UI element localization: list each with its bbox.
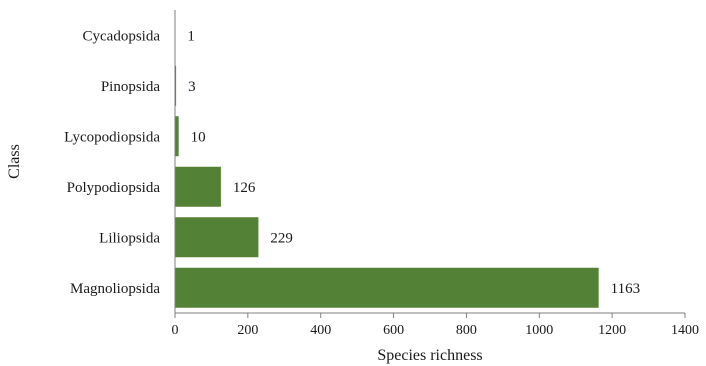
y-axis-title: Class: [6, 144, 23, 179]
bars: [175, 15, 599, 308]
bar: [175, 166, 221, 207]
x-tick-label: 1400: [671, 323, 699, 338]
bar: [175, 116, 179, 157]
y-axis-category-labels: Cycadopsida Pinopsida Lycopodiopsida Polypo…: [64, 28, 160, 297]
axes: [174, 10, 685, 314]
bar: [175, 65, 177, 106]
value-label: 229: [270, 230, 293, 246]
x-tick-label: 0: [172, 323, 179, 338]
category-label: Cycadopsida: [83, 28, 161, 44]
x-tick-label: 1000: [525, 323, 553, 338]
value-label: 10: [191, 129, 206, 145]
category-label: Polypodiopsida: [67, 180, 161, 196]
x-tick-label: 1200: [598, 323, 626, 338]
bar: [175, 267, 599, 308]
value-label: 1163: [611, 281, 640, 297]
value-labels: 1 3 10 126 229 1163: [187, 28, 640, 297]
x-axis-title: Species richness: [377, 347, 482, 364]
category-label: Pinopsida: [101, 79, 161, 95]
x-axis-ticks: 0 200 400 600 800 1000 1200 1400: [172, 313, 699, 338]
category-label: Liliopsida: [99, 230, 160, 246]
x-tick-label: 600: [383, 323, 404, 338]
value-label: 3: [188, 79, 196, 95]
bar: [175, 217, 259, 258]
x-tick-label: 800: [456, 323, 477, 338]
category-label: Magnoliopsida: [70, 281, 160, 297]
x-tick-label: 400: [310, 323, 331, 338]
x-tick-label: 200: [237, 323, 258, 338]
category-label: Lycopodiopsida: [64, 129, 160, 145]
value-label: 126: [233, 180, 256, 196]
value-label: 1: [187, 28, 195, 44]
